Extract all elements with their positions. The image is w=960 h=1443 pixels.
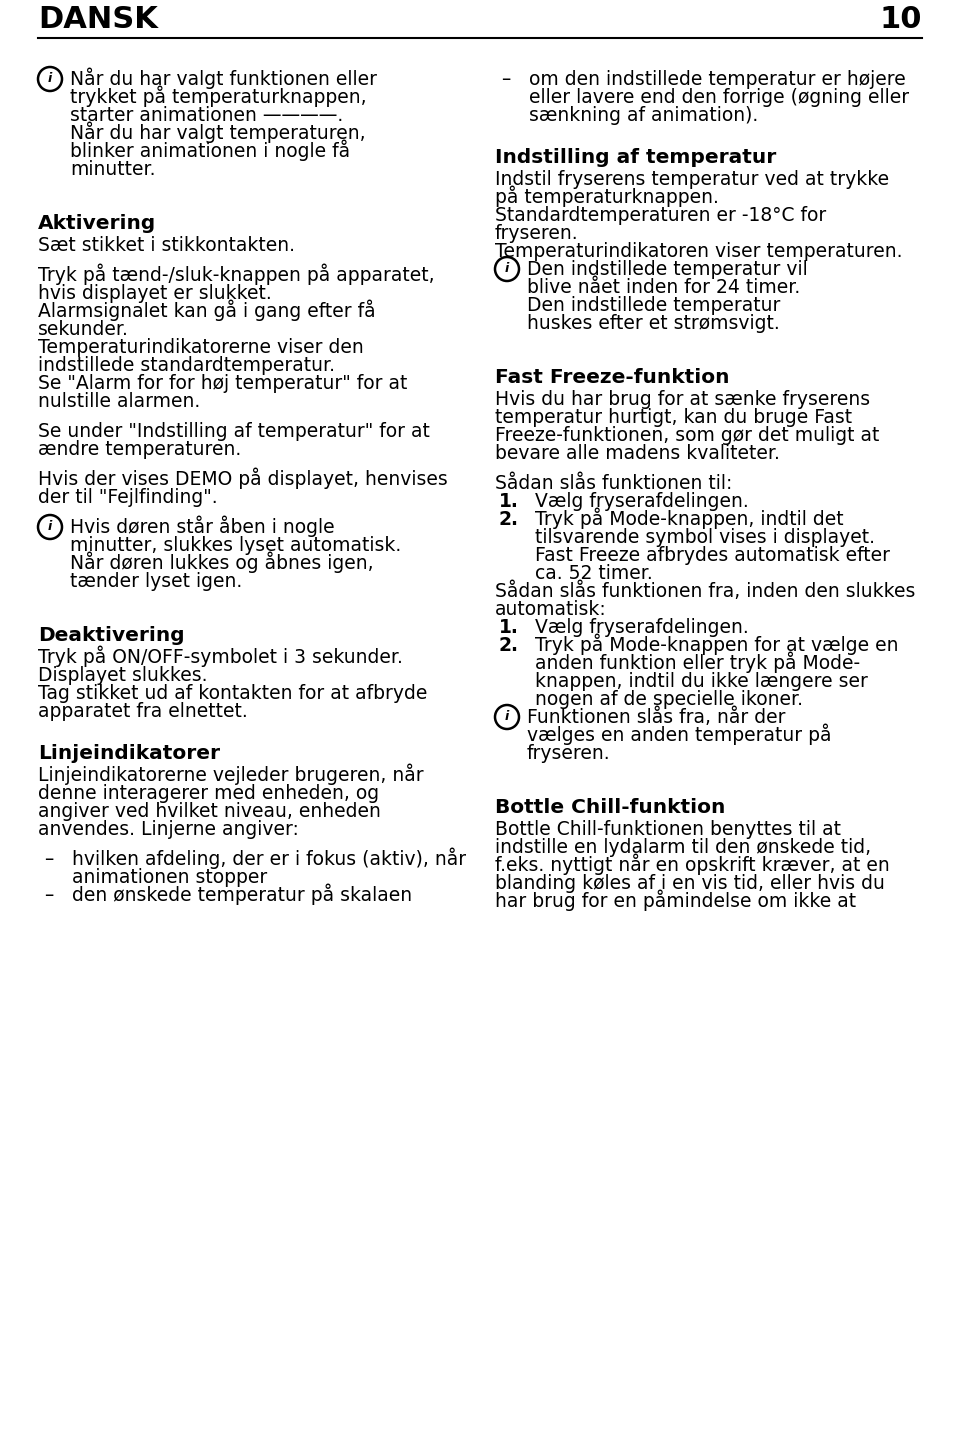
Text: –: – xyxy=(501,71,511,89)
Text: 1.: 1. xyxy=(499,492,518,511)
Text: Standardtemperaturen er -18°C for: Standardtemperaturen er -18°C for xyxy=(495,206,827,225)
Text: Aktivering: Aktivering xyxy=(38,215,156,234)
Text: temperatur hurtigt, kan du bruge Fast: temperatur hurtigt, kan du bruge Fast xyxy=(495,408,852,427)
Text: huskes efter et strømsvigt.: huskes efter et strømsvigt. xyxy=(527,315,780,333)
Text: blive nået inden for 24 timer.: blive nået inden for 24 timer. xyxy=(527,278,801,297)
Text: nogen af de specielle ikoner.: nogen af de specielle ikoner. xyxy=(535,690,803,710)
Text: Displayet slukkes.: Displayet slukkes. xyxy=(38,667,207,685)
Text: Tryk på ON/OFF-symbolet i 3 sekunder.: Tryk på ON/OFF-symbolet i 3 sekunder. xyxy=(38,646,403,667)
Text: Den indstillede temperatur vil: Den indstillede temperatur vil xyxy=(527,260,807,280)
Text: denne interagerer med enheden, og: denne interagerer med enheden, og xyxy=(38,785,379,804)
Text: Linjeindikatorer: Linjeindikatorer xyxy=(38,745,220,763)
Text: Hvis du har brug for at sænke fryserens: Hvis du har brug for at sænke fryserens xyxy=(495,390,870,410)
Text: den ønskede temperatur på skalaen: den ønskede temperatur på skalaen xyxy=(72,883,412,905)
Text: Vælg fryserafdelingen.: Vælg fryserafdelingen. xyxy=(535,618,749,638)
Text: Når du har valgt funktionen eller: Når du har valgt funktionen eller xyxy=(70,68,377,89)
Text: på temperaturknappen.: på temperaturknappen. xyxy=(495,186,719,208)
Text: Vælg fryserafdelingen.: Vælg fryserafdelingen. xyxy=(535,492,749,511)
Text: Linjeindikatorerne vejleder brugeren, når: Linjeindikatorerne vejleder brugeren, nå… xyxy=(38,763,423,785)
Text: vælges en anden temperatur på: vælges en anden temperatur på xyxy=(527,724,831,745)
Text: der til "Fejlfinding".: der til "Fejlfinding". xyxy=(38,488,218,508)
Text: Funktionen slås fra, når der: Funktionen slås fra, når der xyxy=(527,709,785,727)
Text: Fast Freeze-funktion: Fast Freeze-funktion xyxy=(495,368,730,387)
Text: Se under "Indstilling af temperatur" for at: Se under "Indstilling af temperatur" for… xyxy=(38,423,430,442)
Text: trykket på temperaturknappen,: trykket på temperaturknappen, xyxy=(70,85,367,107)
Text: Sådan slås funktionen fra, inden den slukkes: Sådan slås funktionen fra, inden den slu… xyxy=(495,582,916,602)
Text: Sæt stikket i stikkontakten.: Sæt stikket i stikkontakten. xyxy=(38,237,295,255)
Text: i: i xyxy=(505,263,509,276)
Text: bevare alle madens kvaliteter.: bevare alle madens kvaliteter. xyxy=(495,444,780,463)
Text: indstillede standardtemperatur.: indstillede standardtemperatur. xyxy=(38,356,335,375)
Text: animationen stopper: animationen stopper xyxy=(72,869,267,887)
Text: Tag stikket ud af kontakten for at afbryde: Tag stikket ud af kontakten for at afbry… xyxy=(38,684,427,703)
Text: Tryk på Mode-knappen, indtil det: Tryk på Mode-knappen, indtil det xyxy=(535,508,844,530)
Text: Når døren lukkes og åbnes igen,: Når døren lukkes og åbnes igen, xyxy=(70,551,373,573)
Text: om den indstillede temperatur er højere: om den indstillede temperatur er højere xyxy=(529,71,905,89)
Text: Bottle Chill-funktionen benyttes til at: Bottle Chill-funktionen benyttes til at xyxy=(495,820,841,840)
Text: blinker animationen i nogle få: blinker animationen i nogle få xyxy=(70,140,350,162)
Text: blanding køles af i en vis tid, eller hvis du: blanding køles af i en vis tid, eller hv… xyxy=(495,874,885,893)
Text: Temperaturindikatoren viser temperaturen.: Temperaturindikatoren viser temperaturen… xyxy=(495,242,902,261)
Text: DANSK: DANSK xyxy=(38,4,157,35)
Text: Deaktivering: Deaktivering xyxy=(38,626,184,645)
Text: Tryk på Mode-knappen for at vælge en: Tryk på Mode-knappen for at vælge en xyxy=(535,633,899,655)
Text: Freeze-funktionen, som gør det muligt at: Freeze-funktionen, som gør det muligt at xyxy=(495,426,879,446)
Text: hvis displayet er slukket.: hvis displayet er slukket. xyxy=(38,284,272,303)
Text: minutter, slukkes lyset automatisk.: minutter, slukkes lyset automatisk. xyxy=(70,537,401,556)
Text: fryseren.: fryseren. xyxy=(527,745,611,763)
Text: sekunder.: sekunder. xyxy=(38,320,129,339)
Text: Sådan slås funktionen til:: Sådan slås funktionen til: xyxy=(495,475,732,494)
Text: hvilken afdeling, der er i fokus (aktiv), når: hvilken afdeling, der er i fokus (aktiv)… xyxy=(72,848,467,869)
Text: Den indstillede temperatur: Den indstillede temperatur xyxy=(527,296,780,316)
Text: Når du har valgt temperaturen,: Når du har valgt temperaturen, xyxy=(70,121,366,143)
Text: starter animationen ————.: starter animationen ————. xyxy=(70,107,344,126)
Text: nulstille alarmen.: nulstille alarmen. xyxy=(38,392,201,411)
Text: indstille en lydalarm til den ønskede tid,: indstille en lydalarm til den ønskede ti… xyxy=(495,838,871,857)
Text: apparatet fra elnettet.: apparatet fra elnettet. xyxy=(38,703,248,722)
Text: Bottle Chill-funktion: Bottle Chill-funktion xyxy=(495,798,726,817)
Text: Tryk på tænd-/sluk-knappen på apparatet,: Tryk på tænd-/sluk-knappen på apparatet, xyxy=(38,264,435,286)
Text: Hvis der vises DEMO på displayet, henvises: Hvis der vises DEMO på displayet, henvis… xyxy=(38,468,447,489)
Text: angiver ved hvilket niveau, enheden: angiver ved hvilket niveau, enheden xyxy=(38,802,381,821)
Text: f.eks. nyttigt når en opskrift kræver, at en: f.eks. nyttigt når en opskrift kræver, a… xyxy=(495,854,890,876)
Text: Indstilling af temperatur: Indstilling af temperatur xyxy=(495,149,777,167)
Text: tænder lyset igen.: tænder lyset igen. xyxy=(70,573,242,592)
Text: ca. 52 timer.: ca. 52 timer. xyxy=(535,564,653,583)
Text: minutter.: minutter. xyxy=(70,160,156,179)
Text: –: – xyxy=(44,886,53,905)
Text: Se "Alarm for for høj temperatur" for at: Se "Alarm for for høj temperatur" for at xyxy=(38,374,407,394)
Text: Alarmsignalet kan gå i gang efter få: Alarmsignalet kan gå i gang efter få xyxy=(38,300,375,322)
Text: anvendes. Linjerne angiver:: anvendes. Linjerne angiver: xyxy=(38,820,299,840)
Text: Fast Freeze afbrydes automatisk efter: Fast Freeze afbrydes automatisk efter xyxy=(535,547,890,566)
Text: 2.: 2. xyxy=(499,511,519,530)
Text: Temperaturindikatorerne viser den: Temperaturindikatorerne viser den xyxy=(38,338,364,358)
Text: –: – xyxy=(44,850,53,869)
Text: automatisk:: automatisk: xyxy=(495,600,607,619)
Text: har brug for en påmindelse om ikke at: har brug for en påmindelse om ikke at xyxy=(495,890,856,912)
Text: i: i xyxy=(48,72,52,85)
Text: i: i xyxy=(48,521,52,534)
Text: tilsvarende symbol vises i displayet.: tilsvarende symbol vises i displayet. xyxy=(535,528,875,547)
Text: Indstil fryserens temperatur ved at trykke: Indstil fryserens temperatur ved at tryk… xyxy=(495,170,889,189)
Text: fryseren.: fryseren. xyxy=(495,224,579,244)
Text: 2.: 2. xyxy=(499,636,519,655)
Text: anden funktion eller tryk på Mode-: anden funktion eller tryk på Mode- xyxy=(535,652,860,674)
Text: i: i xyxy=(505,710,509,723)
Text: ændre temperaturen.: ændre temperaturen. xyxy=(38,440,241,459)
Text: sænkning af animation).: sænkning af animation). xyxy=(529,107,758,126)
Text: 10: 10 xyxy=(879,4,922,35)
Text: knappen, indtil du ikke længere ser: knappen, indtil du ikke længere ser xyxy=(535,672,868,691)
Text: 1.: 1. xyxy=(499,618,518,638)
Text: Hvis døren står åben i nogle: Hvis døren står åben i nogle xyxy=(70,515,335,537)
Text: eller lavere end den forrige (øgning eller: eller lavere end den forrige (øgning ell… xyxy=(529,88,909,107)
